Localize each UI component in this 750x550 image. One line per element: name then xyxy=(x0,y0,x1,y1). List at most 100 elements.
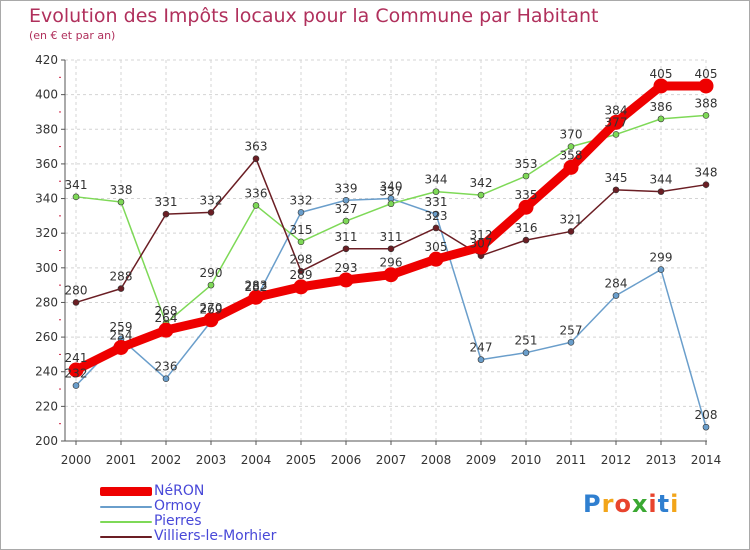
data-point xyxy=(657,188,665,195)
data-point xyxy=(162,210,170,218)
x-tick-label: 2013 xyxy=(646,453,677,467)
data-label: 363 xyxy=(245,140,268,154)
data-point xyxy=(612,131,620,138)
data-point xyxy=(657,115,665,123)
data-label: 377 xyxy=(605,115,628,129)
data-label: 336 xyxy=(245,186,268,200)
y-tick-label: 240 xyxy=(35,365,58,379)
legend-swatch-pierres xyxy=(100,521,152,523)
data-label: 232 xyxy=(65,367,88,381)
data-label: 344 xyxy=(425,173,448,187)
legend-label-villiers: Villiers-le-Morhier xyxy=(154,528,277,544)
data-label: 270 xyxy=(200,301,223,315)
data-point xyxy=(68,362,84,378)
data-label: 268 xyxy=(155,304,178,318)
data-label: 288 xyxy=(110,270,133,284)
data-label: 339 xyxy=(335,181,358,195)
y-tick-label: 420 xyxy=(35,53,58,67)
data-point xyxy=(612,292,620,299)
data-point xyxy=(387,245,395,253)
data-point xyxy=(297,209,305,216)
data-point xyxy=(297,267,305,275)
data-label: 384 xyxy=(605,103,628,117)
data-label: 331 xyxy=(155,195,178,209)
data-point xyxy=(653,78,669,94)
data-point xyxy=(698,78,714,94)
data-label: 340 xyxy=(380,180,403,194)
y-tick-label: 200 xyxy=(35,434,58,448)
x-tick-label: 2008 xyxy=(421,453,452,467)
data-label: 316 xyxy=(515,221,538,235)
data-point xyxy=(383,267,399,283)
x-tick-label: 2005 xyxy=(286,453,317,467)
data-label: 348 xyxy=(695,166,718,180)
data-label: 386 xyxy=(650,100,673,114)
data-point xyxy=(432,224,440,232)
x-tick-label: 2009 xyxy=(466,453,497,467)
data-point xyxy=(567,228,575,235)
data-label: 353 xyxy=(515,157,538,171)
x-tick-label: 2004 xyxy=(241,453,272,467)
data-point xyxy=(72,299,80,306)
data-point xyxy=(657,266,665,273)
data-label: 307 xyxy=(470,237,493,251)
logo-letter: i xyxy=(648,490,658,518)
data-point xyxy=(702,112,710,119)
x-tick-label: 2000 xyxy=(61,453,92,467)
data-label: 241 xyxy=(65,351,88,365)
x-tick-label: 2011 xyxy=(556,453,587,467)
data-label: 251 xyxy=(515,334,538,348)
chart-subtitle: (en € et par an) xyxy=(29,29,116,42)
data-point xyxy=(113,339,129,355)
data-point xyxy=(338,272,354,288)
data-point xyxy=(342,196,350,204)
legend-swatch-ormoy xyxy=(100,506,152,508)
data-point xyxy=(203,312,219,328)
data-label: 345 xyxy=(605,171,628,185)
data-label: 293 xyxy=(335,261,358,275)
data-label: 341 xyxy=(65,178,88,192)
data-label: 280 xyxy=(65,283,88,297)
legend-swatch-neron xyxy=(100,487,152,496)
data-label: 311 xyxy=(380,230,403,244)
data-label: 323 xyxy=(425,209,448,223)
legend-label-ormoy: Ormoy xyxy=(154,498,202,514)
data-label: 259 xyxy=(110,320,133,334)
x-tick-label: 2007 xyxy=(376,453,407,467)
data-point xyxy=(297,238,305,246)
data-point xyxy=(477,191,485,199)
data-label: 208 xyxy=(695,408,718,422)
y-tick-label: 220 xyxy=(35,399,58,413)
data-label: 298 xyxy=(290,252,313,266)
data-label: 335 xyxy=(515,188,538,202)
y-tick-label: 400 xyxy=(35,88,58,102)
x-tick-label: 2012 xyxy=(601,453,632,467)
legend-label-neron: NéRON xyxy=(154,483,205,499)
data-label: 311 xyxy=(335,230,358,244)
logo-letter: r xyxy=(601,490,615,518)
data-point xyxy=(207,209,215,216)
data-label: 305 xyxy=(425,240,448,254)
data-point xyxy=(252,155,260,163)
data-label: 332 xyxy=(290,193,313,207)
data-point xyxy=(608,114,624,130)
data-label: 370 xyxy=(560,128,583,142)
y-tick-label: 380 xyxy=(35,122,58,136)
data-point xyxy=(248,289,264,305)
data-point xyxy=(117,285,125,292)
data-point xyxy=(702,423,710,431)
y-tick-label: 340 xyxy=(35,192,58,206)
x-tick-label: 2001 xyxy=(106,453,137,467)
data-point xyxy=(522,172,530,180)
x-tick-label: 2002 xyxy=(151,453,182,467)
data-point xyxy=(563,159,579,175)
data-point xyxy=(252,202,260,209)
y-tick-label: 300 xyxy=(35,261,58,275)
data-point xyxy=(522,236,530,244)
data-label: 327 xyxy=(335,202,358,216)
data-point xyxy=(473,239,489,255)
y-tick-label: 260 xyxy=(35,330,58,344)
data-label: 332 xyxy=(200,193,223,207)
